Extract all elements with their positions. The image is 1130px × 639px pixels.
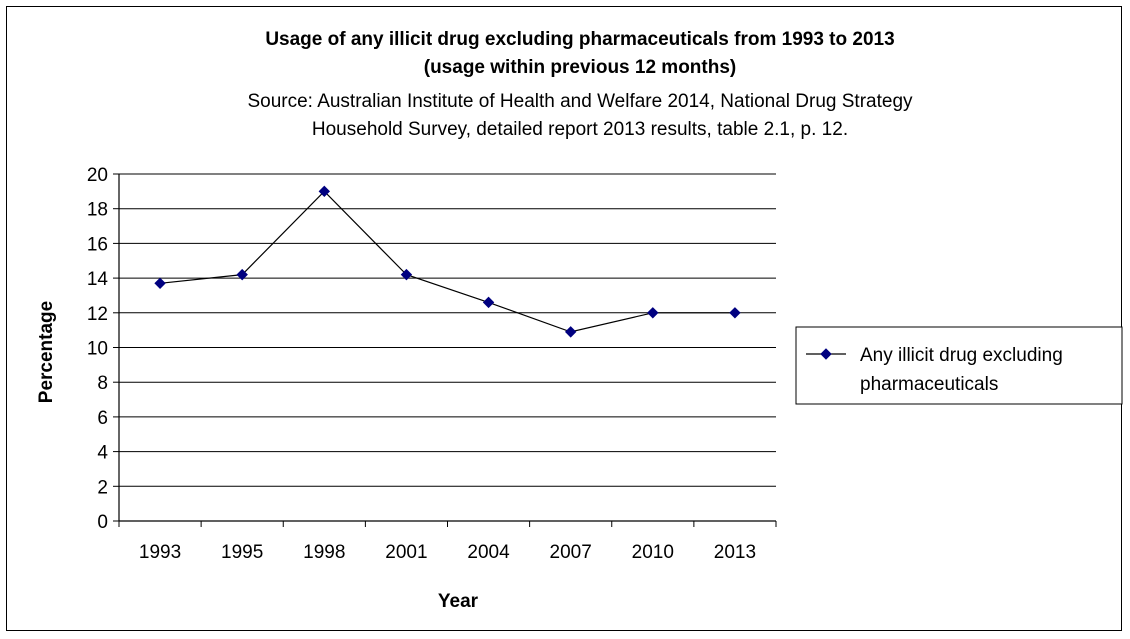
chart-source: Source: Australian Institute of Health a… xyxy=(0,88,1130,144)
axes xyxy=(113,173,777,527)
data-point xyxy=(236,268,248,281)
y-tick-label: 16 xyxy=(87,234,108,255)
legend-marker-swatch xyxy=(820,348,832,360)
chart-title-line-1: Usage of any illicit drug excluding phar… xyxy=(265,29,895,50)
data-point xyxy=(564,326,577,338)
y-tick-label: 14 xyxy=(87,269,109,290)
gridlines xyxy=(119,173,776,487)
data-point xyxy=(482,296,495,309)
x-tick-label: 1993 xyxy=(139,542,181,563)
y-tick-label: 2 xyxy=(97,477,108,498)
x-tick-label: 2007 xyxy=(550,542,592,563)
x-axis-title: Year xyxy=(438,591,479,612)
y-tick-labels: 0 2 4 6 8 10 12 14 16 18 20 xyxy=(87,165,109,533)
x-tick-label: 2010 xyxy=(632,542,674,563)
y-tick-label: 20 xyxy=(87,165,108,186)
chart-frame xyxy=(6,6,1122,631)
data-point xyxy=(400,268,413,281)
chart-source-line-2: Household Survey, detailed report 2013 r… xyxy=(311,119,849,140)
chart-source-line-1: Source: Australian Institute of Health a… xyxy=(247,91,913,112)
data-point xyxy=(154,277,166,290)
x-tick-label: 1998 xyxy=(303,542,345,563)
x-tick-labels: 1993 1995 1998 2001 2004 2007 2010 2013 xyxy=(139,542,756,563)
legend-box xyxy=(795,326,1123,405)
x-tick-label: 2001 xyxy=(385,542,427,563)
data-point xyxy=(647,307,659,319)
y-tick-label: 12 xyxy=(87,304,108,325)
chart-title: Usage of any illicit drug excluding phar… xyxy=(0,26,1130,82)
legend-label-line-2: pharmaceuticals xyxy=(860,374,998,395)
y-tick-label: 4 xyxy=(97,443,108,464)
series-layer xyxy=(154,185,741,338)
legend: Any illicit drug excluding pharmaceutica… xyxy=(795,326,1123,405)
y-axis-title: Percentage xyxy=(36,301,57,403)
series-line xyxy=(159,190,735,333)
y-tick-label: 8 xyxy=(97,373,108,394)
x-tick-label: 2013 xyxy=(714,542,756,563)
x-tick-label: 2004 xyxy=(467,542,510,563)
x-tick-label: 1995 xyxy=(221,542,263,563)
y-tick-label: 10 xyxy=(87,339,108,360)
data-point xyxy=(318,185,331,198)
chart-title-line-2: (usage within previous 12 months) xyxy=(423,57,737,78)
y-tick-label: 18 xyxy=(87,200,108,221)
legend-label-line-1: Any illicit drug excluding xyxy=(860,345,1063,366)
data-point xyxy=(729,307,741,319)
y-tick-label: 0 xyxy=(97,512,108,533)
y-tick-label: 6 xyxy=(97,408,108,429)
